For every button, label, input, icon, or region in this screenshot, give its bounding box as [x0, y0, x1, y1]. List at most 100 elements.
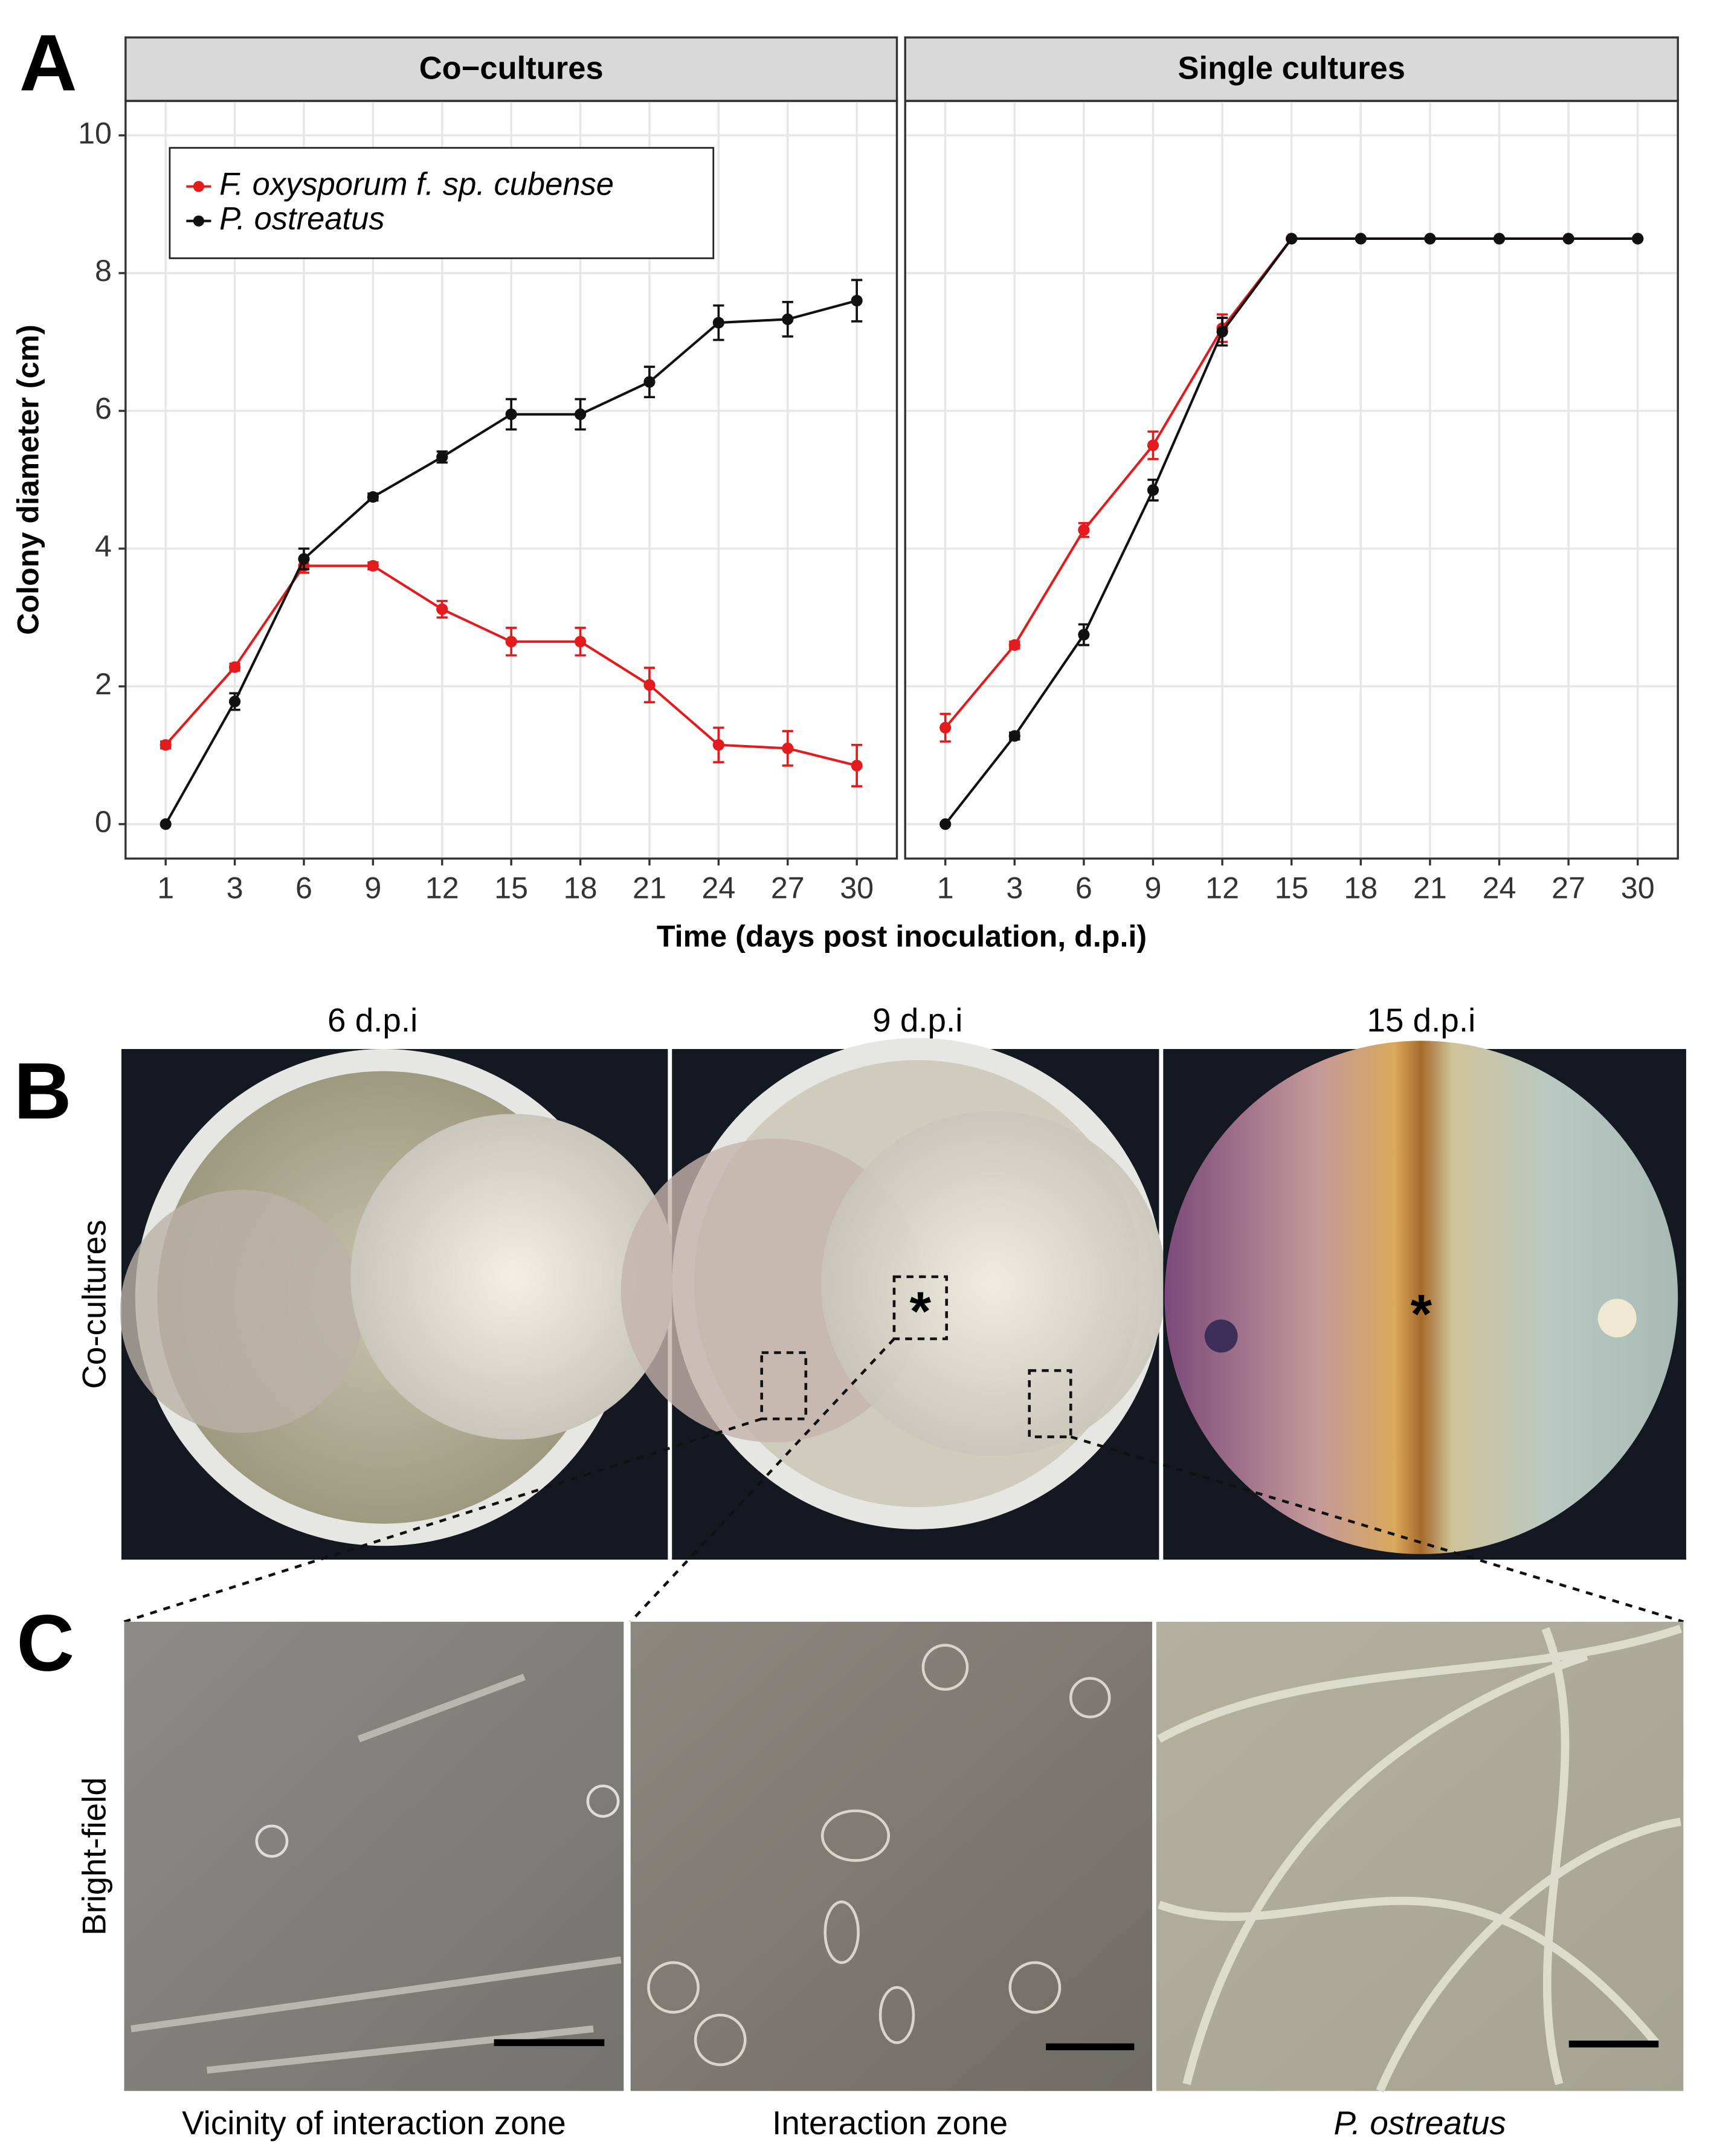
- data-point: [1493, 233, 1506, 245]
- hypha: [357, 1673, 526, 1743]
- row-label: Co-cultures: [75, 1219, 112, 1389]
- column-label: 6 d.p.i: [327, 1001, 417, 1039]
- x-tick-label: 18: [564, 871, 598, 905]
- x-tick-label: 30: [1621, 871, 1655, 905]
- x-tick-label: 6: [295, 871, 312, 905]
- panel-letter: B: [14, 1047, 72, 1136]
- data-point: [712, 739, 724, 751]
- plot-frame: [904, 100, 1679, 860]
- row-label: Bright-field: [75, 1777, 112, 1935]
- colony: [120, 1189, 363, 1433]
- annotation: *: [1411, 1283, 1432, 1345]
- spore: [823, 1900, 860, 1964]
- spore: [694, 2013, 747, 2067]
- data-point: [1562, 233, 1574, 245]
- x-tick-label: 1: [157, 871, 174, 905]
- caption: Vicinity of interaction zone: [182, 2104, 566, 2141]
- x-tick-label: 12: [425, 871, 459, 905]
- data-point: [643, 376, 656, 388]
- spore: [255, 1824, 289, 1858]
- zoom-box: [1028, 1369, 1072, 1439]
- data-point: [939, 721, 952, 734]
- y-tick-label: 6: [95, 392, 112, 425]
- data-point: [851, 294, 863, 307]
- legend-marker: [193, 181, 205, 192]
- data-point: [1008, 730, 1020, 742]
- plot-frame: [124, 100, 898, 860]
- data-point: [851, 760, 863, 772]
- caption: Interaction zone: [772, 2104, 1008, 2141]
- data-point: [574, 408, 587, 421]
- x-tick-label: 9: [1145, 871, 1162, 905]
- x-tick-label: 24: [701, 871, 735, 905]
- hypha: [1157, 1624, 1682, 1743]
- hypha: [1158, 1896, 1659, 2045]
- data-point: [1286, 233, 1298, 245]
- hypha: [1182, 1652, 1588, 2085]
- legend-label: F. oxysporum f. sp. cubense: [219, 166, 614, 202]
- strip-title: Co−cultures: [419, 51, 604, 86]
- data-point: [367, 560, 379, 572]
- data-point: [1216, 326, 1228, 338]
- zoom-lines: [123, 1338, 1684, 1624]
- spores: [647, 1644, 1111, 2067]
- spore: [921, 1644, 969, 1691]
- data-point: [436, 603, 448, 615]
- data-point: [1078, 524, 1090, 536]
- data-point: [160, 739, 172, 751]
- strip-title: Single cultures: [1178, 51, 1405, 86]
- x-tick-label: 6: [1075, 871, 1092, 905]
- x-axis-title: Time (days post inoculation, d.p.i): [657, 920, 1147, 954]
- panel-letter: A: [19, 18, 77, 108]
- panel-letter: C: [16, 1599, 74, 1688]
- spore: [1008, 1961, 1062, 2014]
- x-tick-label: 24: [1483, 871, 1516, 905]
- y-axis-title: Colony diameter (cm): [11, 324, 45, 635]
- x-tick-label: 21: [1413, 871, 1447, 905]
- x-tick-label: 18: [1344, 871, 1378, 905]
- data-point: [160, 818, 172, 830]
- strip: [124, 36, 898, 102]
- zoom-box: [892, 1275, 949, 1340]
- x-tick-label: 3: [1006, 871, 1023, 905]
- plate: [1164, 1041, 1678, 1554]
- hypha: [1541, 1627, 1570, 2085]
- y-tick-label: 4: [95, 529, 112, 563]
- spore: [647, 1961, 700, 2014]
- caption: P. ostreatus: [1333, 2104, 1506, 2141]
- data-point: [1355, 233, 1367, 245]
- plate-photos: [120, 1038, 1686, 1560]
- photo: [630, 1621, 1153, 2091]
- annotation: *: [910, 1280, 932, 1342]
- data-point: [1078, 628, 1090, 641]
- photo: [124, 1621, 624, 2091]
- hyphae: [1157, 1624, 1682, 2093]
- x-tick-label: 9: [364, 871, 381, 905]
- zoom-box: [760, 1351, 808, 1421]
- hyphae: [130, 1673, 622, 2074]
- legend-marker: [193, 215, 205, 227]
- column-label: 9 d.p.i: [872, 1001, 962, 1039]
- x-tick-label: 1: [937, 871, 954, 905]
- legend-box: [169, 147, 715, 259]
- data-point: [228, 696, 241, 708]
- data-point: [1632, 233, 1644, 245]
- data-point: [298, 553, 310, 565]
- colony: [350, 1114, 677, 1440]
- data-point: [643, 679, 656, 691]
- data-point: [574, 636, 587, 648]
- x-tick-label: 30: [840, 871, 874, 905]
- x-tick-label: 15: [1275, 871, 1309, 905]
- data-point: [782, 742, 794, 755]
- spore: [820, 1809, 891, 1862]
- zoom-line: [1070, 1435, 1684, 1624]
- colony: [820, 1111, 1166, 1456]
- data-point: [367, 491, 379, 503]
- zoom-line: [123, 1417, 762, 1624]
- spore: [586, 1784, 620, 1818]
- spore: [1069, 1677, 1111, 1719]
- x-tick-label: 3: [227, 871, 243, 905]
- x-tick-label: 12: [1205, 871, 1239, 905]
- hypha: [206, 2025, 594, 2074]
